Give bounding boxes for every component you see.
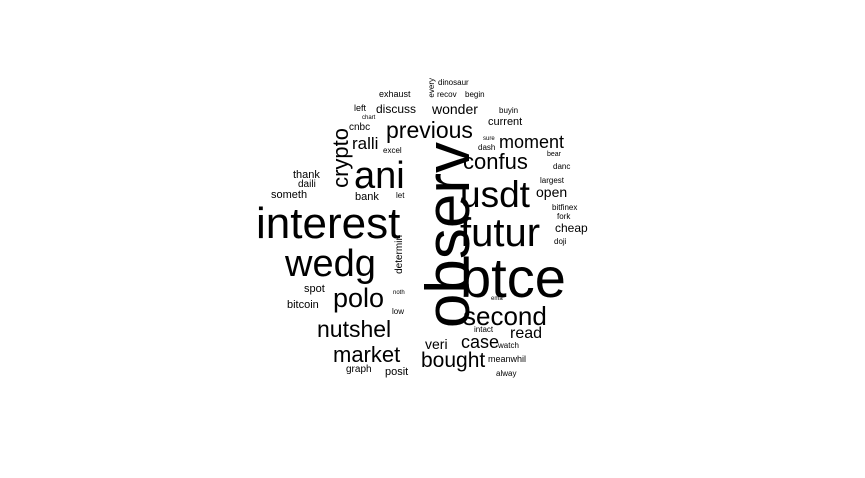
word-ani: ani [354,155,405,197]
word-doji: doji [554,237,567,246]
word-begin: begin [465,90,485,99]
word-ema: ema [491,296,503,302]
word-exhaust: exhaust [379,89,411,99]
word-posit: posit [385,366,409,378]
word-discuss: discuss [376,102,417,116]
word-cnbc: cnbc [349,122,371,133]
word-veri: veri [425,336,448,352]
word-buyin: buyin [499,106,519,115]
word-confus: confus [463,149,528,174]
word-determin: determin [394,235,405,274]
word-dash: dash [478,143,496,152]
word-meanwhil: meanwhil [488,354,527,364]
word-btce: btce [460,246,566,309]
word-bitfinex: bitfinex [552,203,578,212]
word-every: every [427,78,436,98]
word-recov: recov [437,90,457,99]
word-daili: daili [298,179,316,190]
word-futur: futur [460,211,541,255]
word-polo: polo [333,283,385,313]
word-bitcoin: bitcoin [287,299,319,311]
word-current: current [488,116,523,128]
word-previous: previous [386,117,473,143]
word-largest: largest [540,176,565,185]
word-dinosaur: dinosaur [438,78,469,87]
word-alway: alway [496,369,517,378]
word-low: low [392,307,405,316]
word-bought: bought [421,349,486,372]
word-market: market [333,342,401,367]
word-left: left [354,103,367,113]
word-let: let [396,191,405,200]
word-someth: someth [271,189,308,201]
word-moment: moment [499,132,565,152]
word-open: open [536,184,568,200]
word-chart: chart [362,115,376,121]
word-cheap: cheap [555,221,588,235]
word-crypto: crypto [328,128,353,188]
word-thank: thank [293,169,320,181]
word-nutshel: nutshel [317,316,392,342]
word-fork: fork [557,212,571,221]
word-second: second [463,301,547,331]
word-graph: graph [346,364,372,375]
word-spot: spot [304,283,325,295]
word-bear: bear [547,151,562,158]
word-sure: sure [483,136,495,142]
word-intact: intact [474,325,494,334]
word-noth: noth [393,290,405,296]
word-read: read [510,325,543,342]
word-usdt: usdt [460,174,530,215]
word-interest: interest [256,199,401,248]
word-wedg: wedg [285,243,376,285]
word-danc: danc [553,162,571,171]
word-watch: watch [498,341,519,350]
word-excel: excel [383,146,402,155]
word-ralli: ralli [352,134,379,153]
word-wonder: wonder [432,101,478,117]
word-case: case [461,332,500,352]
word-bank: bank [355,191,379,203]
